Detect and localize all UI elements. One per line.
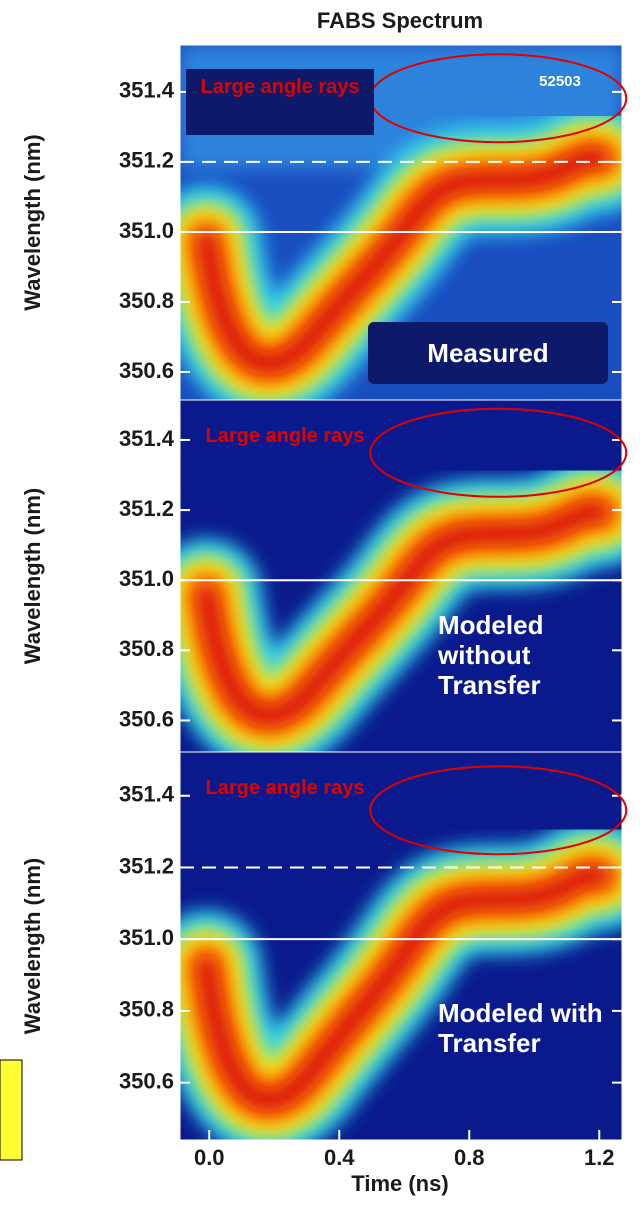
y-tick-label: 351.2 bbox=[119, 853, 174, 878]
yellow-box bbox=[0, 1060, 22, 1160]
y-tick-label: 351.4 bbox=[119, 426, 175, 451]
annotation: Measured bbox=[368, 322, 608, 384]
y-tick-label: 351.0 bbox=[119, 925, 174, 950]
y-axis-label: Wavelength (nm) bbox=[20, 134, 45, 310]
annotation: Large angle rays bbox=[186, 69, 374, 135]
annotation: Large angle rays bbox=[195, 776, 375, 800]
y-tick-label: 351.4 bbox=[119, 78, 175, 103]
figure: 350.6 350.8 351.0 351.2 351.4 Wavelength (nm)… bbox=[0, 0, 640, 1206]
x-axis-label: Time (ns) bbox=[351, 1171, 448, 1196]
heatmap bbox=[180, 752, 622, 1140]
y-tick-label: 351.0 bbox=[119, 218, 174, 243]
y-tick-label: 351.2 bbox=[119, 496, 174, 521]
y-tick-label: 350.6 bbox=[119, 358, 174, 383]
x-tick-label: 0.4 bbox=[324, 1145, 355, 1170]
annotation: 52503 bbox=[539, 73, 581, 90]
x-tick-label: 0.0 bbox=[194, 1145, 225, 1170]
chart-title: FABS Spectrum bbox=[317, 8, 483, 33]
y-tick-label: 351.2 bbox=[119, 148, 174, 173]
y-axis-label: Wavelength (nm) bbox=[20, 488, 45, 664]
annotation: Modeled with Transfer bbox=[438, 998, 608, 1058]
annotation: Large angle rays bbox=[195, 424, 375, 448]
y-tick-label: 350.6 bbox=[119, 706, 174, 731]
y-tick-label: 351.4 bbox=[119, 782, 175, 807]
y-tick-label: 350.6 bbox=[119, 1068, 174, 1093]
x-tick-label: 1.2 bbox=[584, 1145, 615, 1170]
y-tick-label: 350.8 bbox=[119, 636, 174, 661]
y-tick-label: 351.0 bbox=[119, 566, 174, 591]
annotation: Modeled without Transfer bbox=[438, 610, 608, 700]
y-tick-label: 350.8 bbox=[119, 997, 174, 1022]
y-tick-label: 350.8 bbox=[119, 288, 174, 313]
x-tick-label: 0.8 bbox=[454, 1145, 485, 1170]
y-axis-label: Wavelength (nm) bbox=[20, 858, 45, 1034]
